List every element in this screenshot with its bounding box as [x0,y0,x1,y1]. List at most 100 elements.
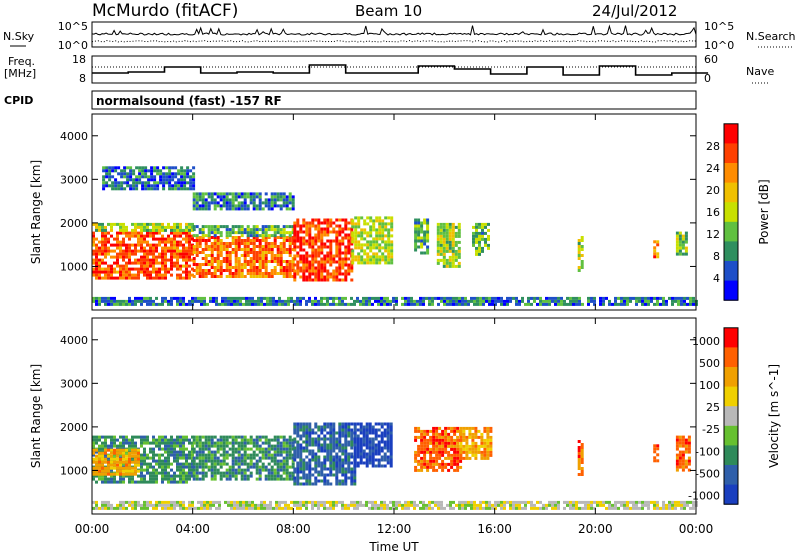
data-cell [377,458,381,462]
data-cell [113,237,116,241]
data-cell [299,227,303,231]
data-cell [290,506,293,510]
data-cell [354,222,358,226]
data-cell [201,272,205,275]
data-cell [116,299,119,303]
data-cell [182,255,185,259]
data-cell [285,447,289,451]
data-cell [329,443,333,447]
data-cell [354,231,358,235]
data-cell [671,302,674,306]
data-cell [225,450,229,454]
data-cell [216,257,220,260]
data-cell [180,166,184,170]
data-cell [210,477,214,481]
data-cell [182,465,185,469]
data-cell [234,269,238,272]
data-cell [110,255,113,259]
data-cell [149,462,152,466]
data-cell [117,187,121,191]
data-cell [104,472,107,476]
data-cell [237,471,241,475]
data-cell [293,299,296,303]
data-cell [380,302,383,306]
data-cell [234,447,238,451]
data-cell [299,437,303,441]
data-cell [198,477,202,481]
data-cell [192,465,196,469]
data-cell [137,276,140,280]
data-cell [95,261,98,265]
data-cell [282,198,286,202]
data-cell [225,441,229,445]
data-cell [500,302,503,306]
data-cell [167,249,170,253]
data-cell [228,435,232,439]
data-cell [186,187,190,191]
data-cell [207,465,211,469]
data-cell [230,302,233,306]
data-cell [225,462,229,466]
data-cell [210,438,214,442]
data-cell [557,500,560,504]
data-cell [620,299,623,303]
data-cell [227,302,230,306]
data-cell [173,471,176,475]
data-cell [132,187,136,191]
data-cell [486,426,490,430]
data-cell [107,435,110,439]
data-cell [353,506,356,510]
data-cell [341,230,345,234]
data-cell [155,468,158,472]
data-cell [204,462,208,466]
data-cell [305,224,309,228]
data-cell [372,261,376,265]
data-cell [341,278,345,282]
data-cell [375,243,379,247]
data-cell [276,447,280,451]
data-cell [107,249,110,253]
data-cell [372,240,376,244]
data-cell [681,234,685,238]
data-cell [509,299,512,303]
data-cell [164,261,167,265]
data-cell [671,296,674,300]
data-cell [258,201,262,205]
data-cell [602,299,605,303]
data-cell [323,440,327,444]
data-cell [335,479,339,483]
data-cell [258,204,262,208]
data-cell [577,461,581,464]
data-cell [188,222,191,226]
data-cell [104,240,107,244]
data-cell [443,299,446,303]
data-cell [293,269,297,273]
data-cell [149,299,152,303]
data-cell [108,184,112,188]
data-cell [285,438,289,442]
data-cell [296,449,300,453]
data-cell [365,500,368,504]
data-cell [222,471,226,475]
data-cell [101,466,104,470]
data-cell [296,455,300,459]
data-cell [329,452,333,456]
data-cell [204,225,208,229]
data-cell [335,500,338,504]
data-cell [285,450,289,454]
data-cell [116,457,119,461]
data-cell [125,500,128,504]
data-cell [164,228,167,232]
data-cell [464,299,467,303]
data-cell [305,263,309,267]
data-cell [248,299,251,303]
data-cell [390,249,394,253]
data-cell [293,233,297,237]
data-cell [407,299,410,303]
data-cell [195,204,199,208]
data-cell [179,447,182,451]
data-cell [350,437,354,441]
data-cell [218,506,221,510]
data-cell [439,234,443,238]
data-cell [453,453,457,457]
